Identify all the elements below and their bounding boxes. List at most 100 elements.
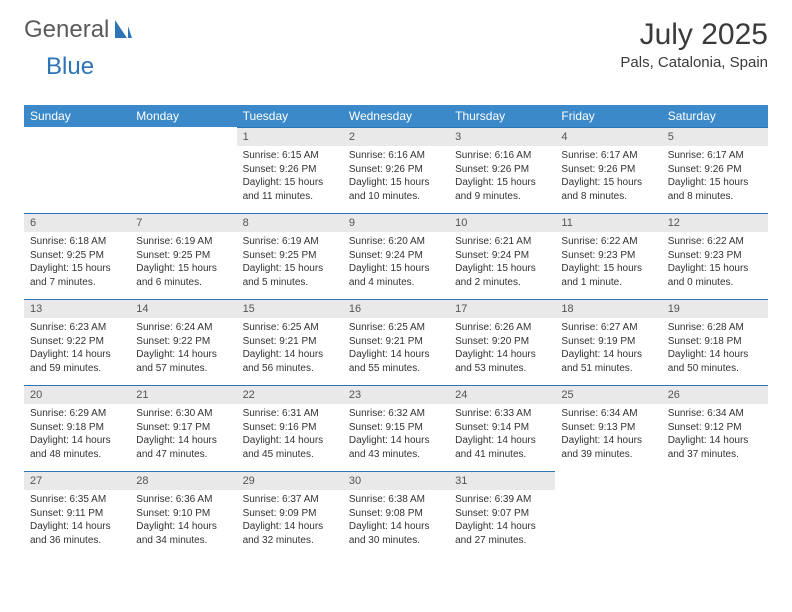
sunset-line: Sunset: 9:22 PM (136, 335, 230, 349)
sunrise-line: Sunrise: 6:18 AM (30, 235, 124, 249)
daylight-line: Daylight: 14 hours and 48 minutes. (30, 434, 124, 461)
sunset-line: Sunset: 9:22 PM (30, 335, 124, 349)
sunset-line: Sunset: 9:23 PM (561, 249, 655, 263)
logo-word1: General (24, 18, 109, 42)
sunset-line: Sunset: 9:25 PM (30, 249, 124, 263)
day-number: 1 (237, 127, 343, 146)
day-number: 19 (662, 299, 768, 318)
day-cell: 15Sunrise: 6:25 AMSunset: 9:21 PMDayligh… (237, 299, 343, 385)
day-details: Sunrise: 6:20 AMSunset: 9:24 PMDaylight:… (343, 232, 449, 295)
sunset-line: Sunset: 9:16 PM (243, 421, 337, 435)
sunrise-line: Sunrise: 6:15 AM (243, 149, 337, 163)
day-cell: 25Sunrise: 6:34 AMSunset: 9:13 PMDayligh… (555, 385, 661, 471)
day-details: Sunrise: 6:17 AMSunset: 9:26 PMDaylight:… (555, 146, 661, 209)
sunrise-line: Sunrise: 6:25 AM (349, 321, 443, 335)
day-cell: 4Sunrise: 6:17 AMSunset: 9:26 PMDaylight… (555, 127, 661, 213)
sunset-line: Sunset: 9:18 PM (668, 335, 762, 349)
week-row: 1Sunrise: 6:15 AMSunset: 9:26 PMDaylight… (24, 127, 768, 213)
sunset-line: Sunset: 9:07 PM (455, 507, 549, 521)
day-details: Sunrise: 6:17 AMSunset: 9:26 PMDaylight:… (662, 146, 768, 209)
daylight-line: Daylight: 14 hours and 51 minutes. (561, 348, 655, 375)
day-cell: 9Sunrise: 6:20 AMSunset: 9:24 PMDaylight… (343, 213, 449, 299)
day-cell: 31Sunrise: 6:39 AMSunset: 9:07 PMDayligh… (449, 471, 555, 557)
daylight-line: Daylight: 14 hours and 53 minutes. (455, 348, 549, 375)
sunrise-line: Sunrise: 6:26 AM (455, 321, 549, 335)
sunset-line: Sunset: 9:09 PM (243, 507, 337, 521)
day-details: Sunrise: 6:21 AMSunset: 9:24 PMDaylight:… (449, 232, 555, 295)
daylight-line: Daylight: 14 hours and 50 minutes. (668, 348, 762, 375)
sunrise-line: Sunrise: 6:32 AM (349, 407, 443, 421)
day-cell: 5Sunrise: 6:17 AMSunset: 9:26 PMDaylight… (662, 127, 768, 213)
sunrise-line: Sunrise: 6:35 AM (30, 493, 124, 507)
sunrise-line: Sunrise: 6:37 AM (243, 493, 337, 507)
sunset-line: Sunset: 9:17 PM (136, 421, 230, 435)
day-cell: 7Sunrise: 6:19 AMSunset: 9:25 PMDaylight… (130, 213, 236, 299)
day-cell: 10Sunrise: 6:21 AMSunset: 9:24 PMDayligh… (449, 213, 555, 299)
sunset-line: Sunset: 9:20 PM (455, 335, 549, 349)
calendar-table: SundayMondayTuesdayWednesdayThursdayFrid… (24, 105, 768, 557)
day-details: Sunrise: 6:22 AMSunset: 9:23 PMDaylight:… (555, 232, 661, 295)
daylight-line: Daylight: 15 hours and 4 minutes. (349, 262, 443, 289)
day-details: Sunrise: 6:37 AMSunset: 9:09 PMDaylight:… (237, 490, 343, 553)
sunrise-line: Sunrise: 6:22 AM (561, 235, 655, 249)
day-number: 4 (555, 127, 661, 146)
day-details: Sunrise: 6:32 AMSunset: 9:15 PMDaylight:… (343, 404, 449, 467)
day-details: Sunrise: 6:15 AMSunset: 9:26 PMDaylight:… (237, 146, 343, 209)
day-details: Sunrise: 6:30 AMSunset: 9:17 PMDaylight:… (130, 404, 236, 467)
empty-cell (662, 471, 768, 557)
logo: General (24, 18, 135, 45)
day-details: Sunrise: 6:25 AMSunset: 9:21 PMDaylight:… (343, 318, 449, 381)
weekday-header-row: SundayMondayTuesdayWednesdayThursdayFrid… (24, 105, 768, 127)
weekday-sunday: Sunday (24, 105, 130, 127)
day-cell: 24Sunrise: 6:33 AMSunset: 9:14 PMDayligh… (449, 385, 555, 471)
sunset-line: Sunset: 9:26 PM (455, 163, 549, 177)
day-details: Sunrise: 6:28 AMSunset: 9:18 PMDaylight:… (662, 318, 768, 381)
day-cell: 27Sunrise: 6:35 AMSunset: 9:11 PMDayligh… (24, 471, 130, 557)
sunset-line: Sunset: 9:10 PM (136, 507, 230, 521)
logo-sail-icon (113, 18, 133, 45)
logo-word2: Blue (46, 53, 94, 80)
day-number: 20 (24, 385, 130, 404)
daylight-line: Daylight: 14 hours and 32 minutes. (243, 520, 337, 547)
day-cell: 29Sunrise: 6:37 AMSunset: 9:09 PMDayligh… (237, 471, 343, 557)
day-cell: 11Sunrise: 6:22 AMSunset: 9:23 PMDayligh… (555, 213, 661, 299)
sunrise-line: Sunrise: 6:17 AM (668, 149, 762, 163)
day-cell: 17 Sunrise: 6:26 AMSunset: 9:20 PMDayligh… (449, 299, 555, 385)
day-number: 17 (449, 299, 555, 318)
day-details: Sunrise: 6:39 AMSunset: 9:07 PMDaylight:… (449, 490, 555, 553)
weekday-wednesday: Wednesday (343, 105, 449, 127)
sunset-line: Sunset: 9:21 PM (349, 335, 443, 349)
sunrise-line: Sunrise: 6:29 AM (30, 407, 124, 421)
weekday-friday: Friday (555, 105, 661, 127)
daylight-line: Daylight: 14 hours and 56 minutes. (243, 348, 337, 375)
week-row: 27Sunrise: 6:35 AMSunset: 9:11 PMDayligh… (24, 471, 768, 557)
day-number: 25 (555, 385, 661, 404)
daylight-line: Daylight: 14 hours and 37 minutes. (668, 434, 762, 461)
day-cell: 6Sunrise: 6:18 AMSunset: 9:25 PMDaylight… (24, 213, 130, 299)
empty-cell (130, 127, 236, 213)
daylight-line: Daylight: 14 hours and 57 minutes. (136, 348, 230, 375)
empty-cell (24, 127, 130, 213)
day-number: 5 (662, 127, 768, 146)
sunrise-line: Sunrise: 6:25 AM (243, 321, 337, 335)
day-details: Sunrise: 6:24 AMSunset: 9:22 PMDaylight:… (130, 318, 236, 381)
sunrise-line: Sunrise: 6:38 AM (349, 493, 443, 507)
day-details: Sunrise: 6:34 AMSunset: 9:13 PMDaylight:… (555, 404, 661, 467)
day-number: 30 (343, 471, 449, 490)
day-number: 14 (130, 299, 236, 318)
day-details: Sunrise: 6:35 AMSunset: 9:11 PMDaylight:… (24, 490, 130, 553)
daylight-line: Daylight: 15 hours and 8 minutes. (561, 176, 655, 203)
day-cell: 2Sunrise: 6:16 AMSunset: 9:26 PMDaylight… (343, 127, 449, 213)
sunrise-line: Sunrise: 6:23 AM (30, 321, 124, 335)
sunset-line: Sunset: 9:26 PM (561, 163, 655, 177)
sunset-line: Sunset: 9:26 PM (243, 163, 337, 177)
sunrise-line: Sunrise: 6:27 AM (561, 321, 655, 335)
sunset-line: Sunset: 9:12 PM (668, 421, 762, 435)
week-row: 6Sunrise: 6:18 AMSunset: 9:25 PMDaylight… (24, 213, 768, 299)
sunrise-line: Sunrise: 6:21 AM (455, 235, 549, 249)
day-cell: 13Sunrise: 6:23 AMSunset: 9:22 PMDayligh… (24, 299, 130, 385)
sunrise-line: Sunrise: 6:16 AM (349, 149, 443, 163)
day-details: Sunrise: 6:27 AMSunset: 9:19 PMDaylight:… (555, 318, 661, 381)
day-details: Sunrise: 6:22 AMSunset: 9:23 PMDaylight:… (662, 232, 768, 295)
daylight-line: Daylight: 14 hours and 45 minutes. (243, 434, 337, 461)
